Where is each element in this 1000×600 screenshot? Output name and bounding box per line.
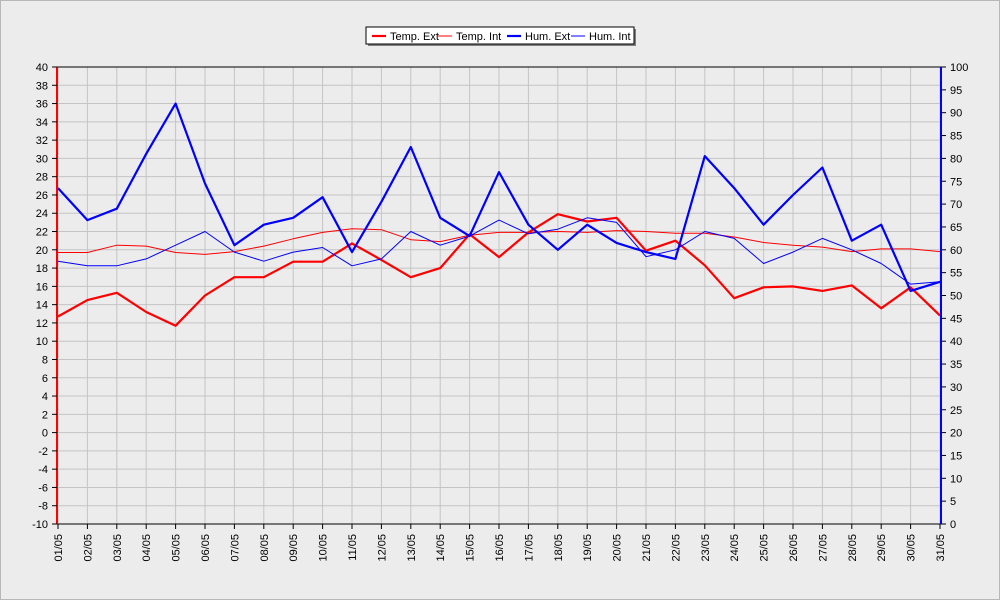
right-tick-label: 10 bbox=[950, 473, 962, 485]
right-tick-label: 20 bbox=[950, 428, 962, 440]
right-tick-label: 95 bbox=[950, 85, 962, 97]
left-tick-label: -2 bbox=[38, 446, 48, 458]
left-tick-label: 28 bbox=[36, 172, 48, 184]
left-tick-label: 6 bbox=[42, 373, 48, 385]
left-tick-label: 24 bbox=[36, 208, 48, 220]
left-axis-line bbox=[56, 67, 58, 524]
x-tick-label: 01/05 bbox=[53, 534, 65, 562]
x-tick-label: 02/05 bbox=[82, 534, 94, 562]
x-tick-label: 24/05 bbox=[729, 534, 741, 562]
series-line-0 bbox=[57, 213, 941, 327]
right-tick-label: 35 bbox=[950, 359, 962, 371]
left-tick-label: 10 bbox=[36, 336, 48, 348]
x-tick-label: 17/05 bbox=[523, 534, 535, 562]
left-tick-label: -10 bbox=[32, 519, 48, 531]
x-tick-label: 29/05 bbox=[876, 534, 888, 562]
legend: Temp. Ext Temp. Int Hum. Ext Hum. Int bbox=[365, 26, 636, 46]
right-tick-label: 25 bbox=[950, 405, 962, 417]
left-tick-label: 22 bbox=[36, 227, 48, 239]
left-tick-label: 40 bbox=[36, 62, 48, 74]
left-tick-label: 38 bbox=[36, 80, 48, 92]
series-line-3 bbox=[57, 217, 941, 285]
left-tick-label: 18 bbox=[36, 263, 48, 275]
legend-label-2: Hum. Ext bbox=[525, 31, 570, 43]
x-tick-label: 20/05 bbox=[612, 534, 624, 562]
left-tick-label: 26 bbox=[36, 190, 48, 202]
right-tick-label: 90 bbox=[950, 108, 962, 120]
x-tick-label: 16/05 bbox=[494, 534, 506, 562]
x-tick-label: 04/05 bbox=[141, 534, 153, 562]
right-tick-label: 15 bbox=[950, 450, 962, 462]
left-tick-label: 36 bbox=[36, 99, 48, 111]
x-tick-label: 19/05 bbox=[582, 534, 594, 562]
x-tick-label: 18/05 bbox=[553, 534, 565, 562]
x-tick-label: 03/05 bbox=[112, 534, 124, 562]
axes-layer: -10-8-6-4-202468101214161820222426283032… bbox=[32, 62, 968, 562]
right-tick-label: 55 bbox=[950, 268, 962, 280]
legend-box bbox=[365, 26, 635, 45]
x-tick-label: 07/05 bbox=[229, 534, 241, 562]
left-tick-label: 2 bbox=[42, 409, 48, 421]
legend-label-3: Hum. Int bbox=[589, 31, 631, 43]
series-line-2 bbox=[57, 102, 941, 292]
left-tick-label: 34 bbox=[36, 117, 48, 129]
x-tick-label: 28/05 bbox=[847, 534, 859, 562]
right-tick-label: 0 bbox=[950, 519, 956, 531]
x-tick-label: 26/05 bbox=[788, 534, 800, 562]
right-tick-label: 100 bbox=[950, 62, 968, 74]
right-tick-label: 80 bbox=[950, 153, 962, 165]
right-tick-label: 45 bbox=[950, 313, 962, 325]
left-tick-label: 20 bbox=[36, 245, 48, 257]
right-tick-label: 60 bbox=[950, 245, 962, 257]
right-tick-label: 50 bbox=[950, 291, 962, 303]
x-tick-label: 06/05 bbox=[200, 534, 212, 562]
left-tick-label: -6 bbox=[38, 482, 48, 494]
left-tick-label: 4 bbox=[42, 391, 48, 403]
x-tick-label: 10/05 bbox=[318, 534, 330, 562]
series-line-1 bbox=[58, 228, 941, 255]
x-tick-label: 22/05 bbox=[670, 534, 682, 562]
x-tick-label: 15/05 bbox=[465, 534, 477, 562]
right-tick-label: 30 bbox=[950, 382, 962, 394]
x-tick-label: 12/05 bbox=[376, 534, 388, 562]
left-tick-label: -8 bbox=[38, 501, 48, 513]
legend-label-0: Temp. Ext bbox=[390, 31, 439, 43]
x-tick-label: 08/05 bbox=[259, 534, 271, 562]
series-layer bbox=[57, 102, 941, 327]
left-tick-label: 30 bbox=[36, 153, 48, 165]
x-tick-label: 13/05 bbox=[406, 534, 418, 562]
right-tick-label: 40 bbox=[950, 336, 962, 348]
x-tick-label: 14/05 bbox=[435, 534, 447, 562]
left-tick-label: 14 bbox=[36, 300, 48, 312]
x-tick-label: 31/05 bbox=[935, 534, 947, 562]
left-tick-label: 8 bbox=[42, 354, 48, 366]
right-tick-label: 85 bbox=[950, 131, 962, 143]
right-tick-label: 75 bbox=[950, 176, 962, 188]
left-tick-label: 16 bbox=[36, 281, 48, 293]
x-tick-label: 21/05 bbox=[641, 534, 653, 562]
legend-label-1: Temp. Int bbox=[456, 31, 501, 43]
right-tick-label: 5 bbox=[950, 496, 956, 508]
x-tick-label: 27/05 bbox=[817, 534, 829, 562]
left-tick-label: 32 bbox=[36, 135, 48, 147]
x-tick-label: 09/05 bbox=[288, 534, 300, 562]
right-tick-label: 65 bbox=[950, 222, 962, 234]
left-tick-label: 12 bbox=[36, 318, 48, 330]
x-tick-label: 25/05 bbox=[759, 534, 771, 562]
x-tick-label: 05/05 bbox=[171, 534, 183, 562]
x-tick-label: 30/05 bbox=[906, 534, 918, 562]
right-tick-label: 70 bbox=[950, 199, 962, 211]
left-tick-label: 0 bbox=[42, 428, 48, 440]
x-tick-label: 23/05 bbox=[700, 534, 712, 562]
left-tick-label: -4 bbox=[38, 464, 48, 476]
x-tick-label: 11/05 bbox=[347, 534, 359, 561]
